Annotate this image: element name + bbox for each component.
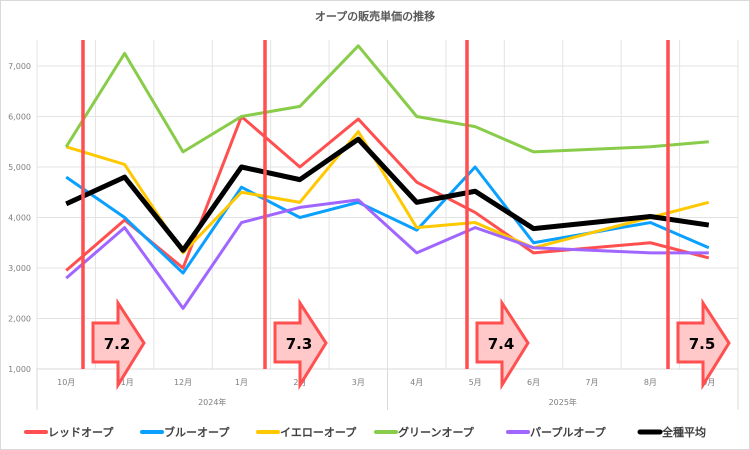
legend-label: イエローオープ <box>280 425 357 439</box>
legend-item: レッドオープ <box>24 425 114 439</box>
series-line-6 <box>65 136 710 253</box>
legend-label: 全種平均 <box>661 425 706 439</box>
arrow-label: 7.3 <box>286 335 313 353</box>
legend-label: レッドオープ <box>48 425 114 439</box>
x-tick-label: 10月 <box>57 378 75 387</box>
x-tick-label: 7月 <box>585 378 598 387</box>
chart-title: オープの販売単価の推移 <box>315 9 435 23</box>
arrow-label: 7.4 <box>488 335 515 353</box>
legend-item: グリーンオープ <box>374 425 475 439</box>
series-line-5 <box>65 198 709 310</box>
legend-item: パープルオープ <box>506 425 607 439</box>
arrow-callout <box>676 297 731 391</box>
legend-item: 全種平均 <box>637 425 706 439</box>
series-line-4 <box>64 44 709 154</box>
y-tick-label: 2,000 <box>8 315 31 324</box>
year-label: 2025年 <box>549 397 577 407</box>
legend-label: ブルーオープ <box>164 425 230 439</box>
arrow-label: 7.2 <box>104 335 131 353</box>
x-tick-label: 9月 <box>702 378 715 387</box>
arrow-callout <box>91 297 146 391</box>
y-tick-label: 3,000 <box>8 264 31 273</box>
x-tick-label: 12月 <box>174 378 192 387</box>
x-tick-label: 5月 <box>469 378 482 387</box>
x-tick-label: 1月 <box>235 378 248 387</box>
arrow-callout <box>273 297 328 391</box>
legend-label: グリーンオープ <box>398 425 475 439</box>
y-tick-label: 4,000 <box>8 214 31 223</box>
y-tick-label: 1,000 <box>8 365 31 374</box>
y-tick-label: 5,000 <box>8 163 31 172</box>
x-tick-label: 4月 <box>410 378 423 387</box>
y-tick-label: 6,000 <box>8 113 31 122</box>
x-tick-label: 8月 <box>644 378 657 387</box>
x-tick-label: 11月 <box>116 378 134 387</box>
legend-label: パープルオープ <box>530 425 607 439</box>
x-tick-label: 3月 <box>352 378 365 387</box>
x-tick-label: 6月 <box>527 378 540 387</box>
series-line-2 <box>65 165 710 275</box>
year-label: 2024年 <box>198 397 226 407</box>
legend-item: ブルーオープ <box>140 425 230 439</box>
legend-item: イエローオープ <box>256 425 357 439</box>
y-tick-label: 7,000 <box>8 62 31 71</box>
arrow-callout <box>475 297 530 391</box>
arrow-label: 7.5 <box>689 335 716 353</box>
